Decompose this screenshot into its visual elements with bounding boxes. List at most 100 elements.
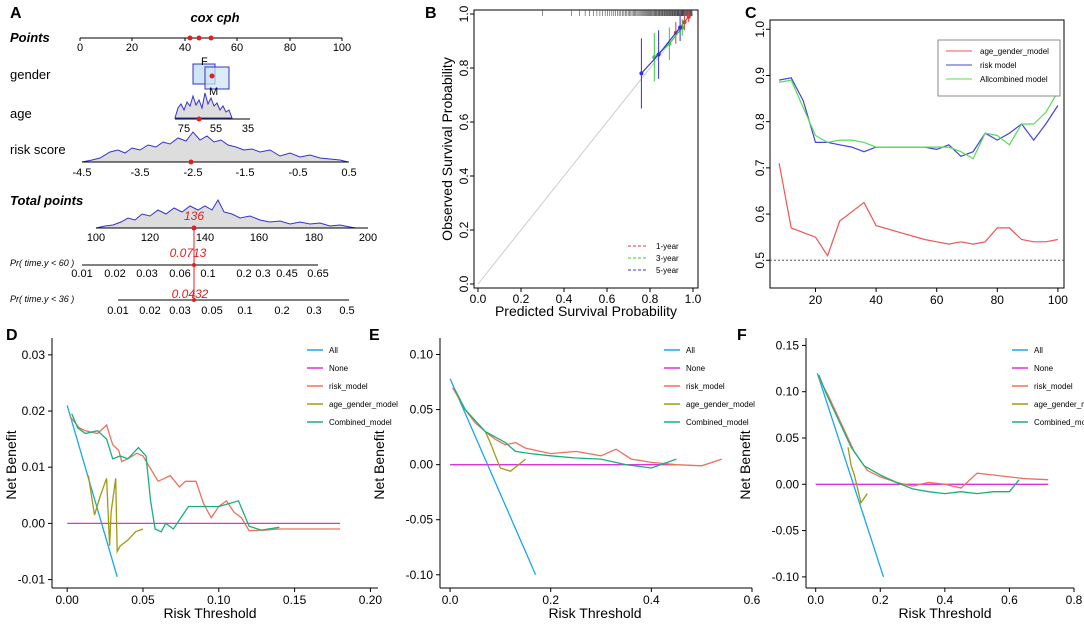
x-tick-label: 0.6 [1001,593,1018,607]
x-axis-title: Risk Threshold [163,605,256,621]
y-tick-label: 0.9 [753,67,767,84]
legend-box [937,39,1061,97]
row-label-total-points: Total points [10,193,83,208]
legend-label: 3-year [656,254,679,263]
y-tick-label: 0.10 [776,385,800,399]
y-tick-label: 1.0 [457,5,471,22]
y-tick-label: 0.01 [22,460,46,474]
risk-score-tick-label: -0.5 [289,167,308,179]
pr36-marker [192,298,196,302]
y-tick-label: 0.8 [753,113,767,130]
y-tick-label: 0.02 [22,404,46,418]
points-ticks [79,38,343,41]
gender-label-m: M [209,86,218,98]
panel-label-d: D [6,327,18,344]
calibration-point [682,20,687,25]
pr60-tick-label: 0.1 [200,268,215,280]
y-tick-label: 0.6 [753,205,767,222]
total-tick-label: 200 [359,232,377,244]
y-axis-title: Observed Survival Probability [439,57,455,241]
dca-line [452,387,723,467]
risk-score-tick-label: -4.5 [73,167,92,179]
x-tick-label: 1.0 [685,292,702,306]
total-tick-label: 120 [141,232,159,244]
panel-label-e: E [369,327,380,344]
points-tick-label: 80 [284,42,296,54]
risk-score-tick-label: 0.5 [341,167,356,179]
points-marker [196,35,202,41]
pr36-annotation: 0.0432 [172,287,209,301]
rug-marks [542,10,693,16]
pr60-marker [192,263,196,267]
panel-label-b: B [425,5,437,22]
dca-line [816,372,885,578]
calibration-point [678,25,683,30]
y-axis-title: Net Benefit [371,430,387,499]
calibration-point [656,52,661,57]
y-tick-label: 0.0 [457,275,471,292]
legend-label: All [686,346,695,355]
x-tick-label: 0.0 [807,593,824,607]
dca-line [818,374,1020,495]
pr60-tick-label: 0.65 [307,268,328,280]
y-tick-label: 0.2 [457,221,471,238]
pr36-tick-label: 0.01 [107,305,128,317]
pr36-tick-label: 0.3 [306,305,321,317]
row-label-points: Points [10,30,50,45]
pr36-tick-label: 0.03 [169,305,190,317]
calibration-line [640,27,681,74]
legend-label: age_gender_model [686,400,755,409]
x-tick-label: 0.2 [513,292,530,306]
x-axis-title: Predicted Survival Probability [495,303,677,319]
y-axis-title: Net Benefit [3,430,19,499]
dca-line [87,475,144,554]
dca-line [454,389,677,469]
gender-label-f: F [201,56,208,68]
points-tick-label: 40 [179,42,191,54]
age-tick-label: 35 [242,123,254,135]
x-tick-label: 0.2 [542,593,559,607]
dca-line [66,405,118,577]
total-tick-label: 160 [250,232,268,244]
pr36-tick-label: 0.2 [274,305,289,317]
panel-label-c: C [745,5,757,22]
c-index-panel: 20 40 60 80 100 0.5 0.6 0.7 0.8 0.9 1.0 age_gende… [753,19,1068,307]
y-tick-label: 0.00 [410,458,434,472]
age-tick-label: 75 [178,123,190,135]
legend: age_gender_model risk model Allcombined … [937,39,1061,97]
risk-score-tick-label: -1.5 [236,167,255,179]
plot-frame [769,19,1065,289]
x-tick-label: 60 [930,293,944,307]
y-tick-label: 0.00 [22,516,46,530]
row-label-gender: gender [10,67,51,82]
x-tick-label: 0.20 [359,593,383,607]
legend-label: risk model [980,61,1017,70]
pr36-tick-label: 0.1 [237,305,252,317]
age-marker [196,116,202,122]
legend-label: Combined_model [1034,418,1084,427]
legend-label: age_gender_model [980,47,1049,56]
x-axis-title: Risk Threshold [548,605,641,621]
legend-label: 1-year [656,242,679,251]
y-tick-label: 1.0 [753,21,767,38]
x-tick-label: 0.2 [872,593,889,607]
points-marker [187,35,193,41]
x-tick-label: 0.0 [442,593,459,607]
x-tick-label: 80 [991,293,1005,307]
panel-label-f: F [737,327,747,344]
x-tick-label: 0.10 [207,593,231,607]
total-annotation: 136 [184,209,204,223]
x-tick-label: 0.00 [55,593,79,607]
y-tick-label: -0.05 [772,524,800,538]
calibration-panel: 0.0 0.2 0.4 0.6 0.8 1.0 0.0 0.2 0.4 0.6 0.8 1.0 Pr… [439,5,702,319]
dca-line [847,447,868,505]
x-tick-label: 0.8 [642,292,659,306]
legend-label: Allcombined model [980,75,1048,84]
row-label-pr36: Pr( time.y < 36 ) [10,294,74,304]
x-tick-label: 0.6 [599,292,616,306]
legend-label: age_gender_model [329,400,398,409]
y-tick-label: 0.5 [753,252,767,269]
y-axis-title: Net Benefit [737,430,753,499]
y-tick-label: 0.03 [22,348,46,362]
